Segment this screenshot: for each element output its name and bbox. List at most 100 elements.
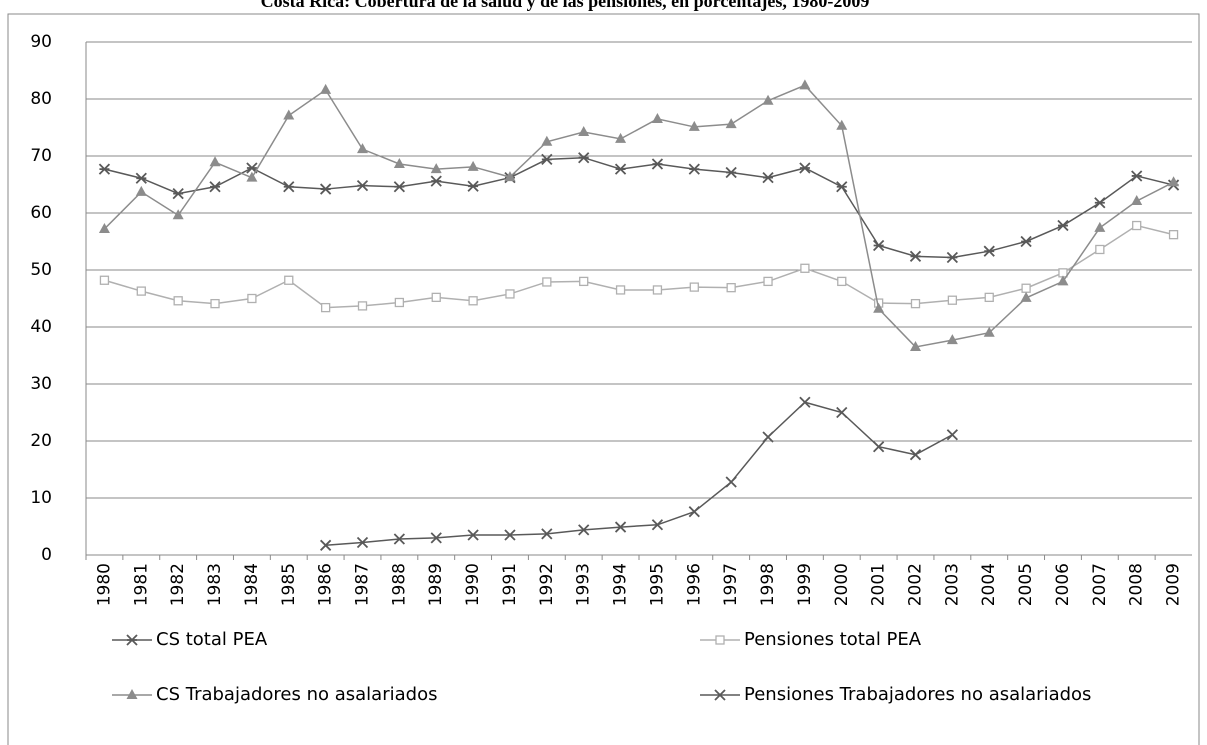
data-point <box>209 181 221 193</box>
x-tick-label: 1981 <box>131 563 151 606</box>
data-point <box>946 429 959 441</box>
data-point <box>873 302 885 313</box>
data-point <box>984 292 994 303</box>
data-point <box>394 297 405 308</box>
data-point <box>578 126 590 137</box>
data-point <box>319 183 332 195</box>
data-point <box>99 275 110 285</box>
legend-label: CS total PEA <box>156 629 268 650</box>
data-point <box>1168 176 1180 187</box>
data-point <box>393 181 406 193</box>
data-point <box>910 340 921 351</box>
data-point <box>1020 291 1032 302</box>
data-point <box>541 135 553 146</box>
data-point <box>246 171 258 182</box>
data-point <box>468 296 478 306</box>
y-tick-label: 90 <box>30 32 52 52</box>
data-point <box>430 532 442 544</box>
x-tick-label: 1993 <box>574 563 594 606</box>
data-point <box>689 282 699 292</box>
data-point <box>983 245 995 257</box>
series-line <box>104 156 1174 259</box>
data-point <box>651 519 664 531</box>
data-point <box>726 283 736 293</box>
legend-label: CS Trabajadores no asalariados <box>156 684 437 705</box>
data-point <box>1094 221 1106 232</box>
x-tick-label: 1994 <box>611 563 631 606</box>
data-point <box>1132 220 1142 231</box>
data-point <box>467 180 479 192</box>
y-tick-label: 60 <box>30 203 52 223</box>
x-tick-label: 2001 <box>869 563 889 606</box>
data-point <box>836 406 848 419</box>
data-point <box>430 163 442 174</box>
data-point <box>799 162 811 174</box>
data-point <box>283 109 295 120</box>
data-point <box>393 157 405 168</box>
legend-marker <box>714 689 726 701</box>
y-tick-label: 50 <box>30 260 52 280</box>
data-point <box>541 153 553 166</box>
data-point <box>910 298 921 309</box>
data-point <box>688 120 700 131</box>
x-tick-label: 2002 <box>906 563 926 606</box>
legend-marker <box>126 689 138 699</box>
x-tick-label: 1997 <box>721 563 741 606</box>
legend-label: Pensiones total PEA <box>744 629 922 650</box>
data-point <box>357 301 368 311</box>
data-point <box>725 476 737 488</box>
data-point <box>431 292 441 303</box>
data-point <box>799 79 811 90</box>
data-point <box>836 181 848 193</box>
y-tick-label: 40 <box>30 317 52 337</box>
data-point <box>799 396 811 408</box>
x-tick-label: 1987 <box>353 563 373 606</box>
data-point <box>651 112 663 123</box>
data-point <box>983 326 995 337</box>
data-point <box>467 529 479 541</box>
x-tick-label: 1989 <box>426 563 446 606</box>
data-point <box>836 119 848 130</box>
data-point <box>135 185 147 196</box>
data-point <box>872 441 885 453</box>
data-point <box>652 285 663 295</box>
data-point <box>1021 283 1031 293</box>
data-point <box>615 285 626 295</box>
data-point <box>1057 219 1069 232</box>
x-tick-label: 2006 <box>1053 563 1073 606</box>
data-point <box>504 171 516 182</box>
data-point <box>762 94 774 105</box>
data-point <box>579 276 589 287</box>
data-point <box>946 251 959 264</box>
data-point <box>1095 244 1105 255</box>
x-tick-label: 1992 <box>537 563 557 606</box>
x-tick-label: 1996 <box>684 563 704 606</box>
data-point <box>1131 170 1143 182</box>
series-line <box>103 84 1174 348</box>
y-tick-label: 30 <box>30 374 52 394</box>
data-point <box>320 302 331 313</box>
data-point <box>467 160 479 171</box>
data-point <box>284 275 294 285</box>
data-point <box>762 172 774 184</box>
data-point <box>1094 197 1106 209</box>
x-tick-label: 2009 <box>1164 563 1184 606</box>
data-point <box>946 334 958 345</box>
data-point <box>135 172 147 184</box>
x-tick-label: 1980 <box>94 563 114 606</box>
chart-frame <box>7 13 1200 745</box>
data-point <box>909 250 922 262</box>
data-point <box>356 180 369 192</box>
x-tick-label: 1995 <box>647 563 667 606</box>
data-point <box>356 536 369 549</box>
x-tick-label: 1986 <box>316 563 336 606</box>
x-tick-label: 1999 <box>795 563 815 606</box>
data-point <box>172 209 184 220</box>
y-tick-label: 70 <box>30 146 52 166</box>
x-tick-label: 1983 <box>205 563 225 606</box>
data-point <box>1020 235 1032 248</box>
x-tick-label: 2008 <box>1127 563 1147 606</box>
y-tick-label: 20 <box>30 431 52 451</box>
data-point <box>505 289 515 299</box>
